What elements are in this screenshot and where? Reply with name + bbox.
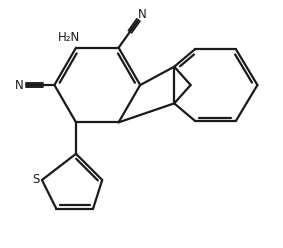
Text: S: S (32, 173, 40, 186)
Text: N: N (15, 79, 23, 92)
Text: N: N (138, 8, 147, 21)
Text: H₂N: H₂N (58, 31, 81, 44)
